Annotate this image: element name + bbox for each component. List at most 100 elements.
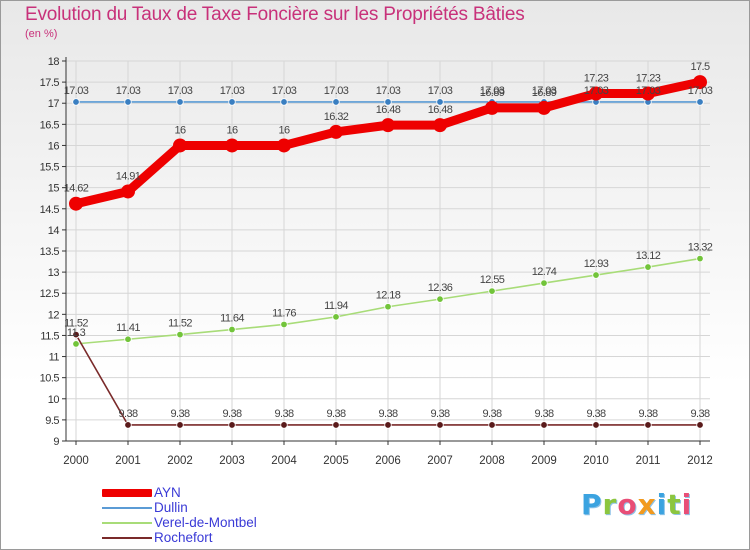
data-point-ayn (381, 118, 395, 133)
data-label-verel-de-montbel: 13.12 (636, 250, 661, 262)
data-point-dullin (124, 98, 132, 106)
data-point-ayn (173, 138, 187, 153)
series-layer (69, 75, 707, 429)
y-tick-label: 13.5 (40, 246, 60, 258)
y-tick-label: 15 (48, 183, 60, 195)
data-label-rochefort: 11.52 (64, 318, 88, 330)
data-label-dullin: 17.03 (532, 85, 557, 97)
data-point-rochefort (436, 421, 444, 429)
x-tick-label: 2004 (271, 455, 297, 467)
x-tick-label: 2002 (167, 455, 193, 467)
data-point-verel-de-montbel (72, 340, 80, 348)
data-label-ayn: 16 (174, 124, 186, 136)
brand-letter: i (681, 488, 693, 521)
data-point-rochefort (332, 421, 340, 429)
data-label-verel-de-montbel: 12.93 (584, 258, 609, 270)
data-label-dullin: 17.03 (116, 85, 141, 97)
data-label-ayn: 17.23 (636, 73, 661, 85)
data-point-dullin (436, 98, 444, 106)
x-tick-label: 2010 (583, 455, 609, 467)
data-point-ayn (693, 75, 707, 90)
legend-swatch-dullin (102, 507, 152, 509)
legend-label-dullin: Dullin (154, 500, 188, 515)
brand-letter: P (581, 488, 603, 521)
data-label-rochefort: 9.38 (482, 408, 501, 420)
data-label-rochefort: 9.38 (534, 408, 553, 420)
data-point-dullin (228, 98, 236, 106)
y-tick-label: 18 (48, 56, 60, 68)
data-point-verel-de-montbel (488, 287, 496, 295)
brand-letter: t (667, 488, 682, 521)
y-tick-label: 17 (48, 98, 60, 110)
data-point-ayn (225, 138, 239, 153)
data-label-dullin: 17.03 (168, 85, 193, 97)
data-point-dullin (280, 98, 288, 106)
data-point-verel-de-montbel (644, 263, 652, 271)
data-label-rochefort: 9.38 (170, 408, 189, 420)
x-tick-label: 2011 (636, 455, 661, 467)
data-label-verel-de-montbel: 11.76 (272, 307, 296, 319)
legend-swatch-verel (102, 522, 152, 524)
data-label-verel-de-montbel: 11.41 (116, 322, 140, 334)
data-point-dullin (384, 98, 392, 106)
data-label-verel-de-montbel: 13.32 (688, 242, 713, 254)
y-tick-label: 9.5 (45, 415, 59, 427)
data-label-dullin: 17.03 (584, 85, 609, 97)
data-label-rochefort: 9.38 (326, 408, 345, 420)
x-tick-label: 2007 (427, 455, 453, 467)
data-point-ayn (121, 184, 135, 199)
data-label-dullin: 17.03 (272, 85, 297, 97)
y-tick-label: 17.5 (40, 77, 60, 89)
data-point-dullin (72, 98, 80, 106)
y-tick-label: 16.5 (40, 119, 60, 131)
y-tick-label: 10.5 (40, 373, 60, 385)
data-label-rochefort: 9.38 (378, 408, 397, 420)
brand-letter: x (637, 488, 657, 521)
data-point-ayn (329, 124, 343, 139)
y-tick-label: 12 (48, 309, 60, 321)
y-tick-label: 11.5 (40, 330, 59, 342)
grid (66, 60, 710, 442)
y-tick-label: 11 (49, 352, 60, 364)
data-label-verel-de-montbel: 11.52 (168, 318, 192, 330)
data-label-dullin: 17.03 (688, 85, 713, 97)
data-label-ayn: 17.5 (690, 61, 709, 73)
data-point-rochefort (176, 421, 184, 429)
data-point-ayn (277, 138, 291, 153)
data-label-rochefort: 9.38 (430, 408, 449, 420)
data-point-verel-de-montbel (280, 320, 288, 329)
legend-swatch-rochefort (102, 537, 152, 539)
x-tick-label: 2005 (323, 455, 349, 467)
data-label-verel-de-montbel: 11.94 (324, 300, 348, 312)
legend-label-verel: Verel-de-Montbel (154, 515, 257, 530)
data-label-verel-de-montbel: 12.36 (428, 282, 453, 294)
x-tick-label: 2000 (63, 455, 89, 467)
data-label-ayn: 14.62 (64, 183, 89, 195)
data-label-dullin: 17.03 (220, 85, 245, 97)
data-point-rochefort (644, 421, 652, 429)
data-label-ayn: 14.91 (116, 170, 141, 182)
data-point-ayn (69, 196, 83, 211)
data-point-ayn (589, 86, 603, 101)
data-point-rochefort (488, 421, 496, 429)
data-label-rochefort: 9.38 (274, 408, 293, 420)
x-tick-label: 2006 (375, 455, 401, 467)
legend-swatch-ayn (102, 489, 152, 497)
data-point-rochefort (592, 421, 600, 429)
data-point-dullin (332, 98, 340, 106)
x-tick-label: 2009 (531, 455, 557, 467)
y-tick-label: 14.5 (40, 204, 60, 216)
y-tick-label: 10 (48, 394, 60, 406)
data-point-rochefort (124, 421, 132, 429)
x-tick-label: 2001 (115, 455, 141, 467)
chart-title: Evolution du Taux de Taxe Foncière sur l… (25, 4, 525, 25)
legend-label-rochefort: Rochefort (154, 530, 213, 545)
data-point-ayn (433, 118, 447, 133)
labels-layer: 17.03 17.03 17.03 17.03 17.03 17.03 17.03 17.03… (64, 61, 714, 420)
data-label-dullin: 17.03 (428, 85, 453, 97)
data-label-dullin: 17.03 (636, 85, 661, 97)
data-point-verel-de-montbel (228, 325, 236, 334)
data-point-verel-de-montbel (436, 295, 444, 303)
brand-letter: r (602, 488, 618, 521)
